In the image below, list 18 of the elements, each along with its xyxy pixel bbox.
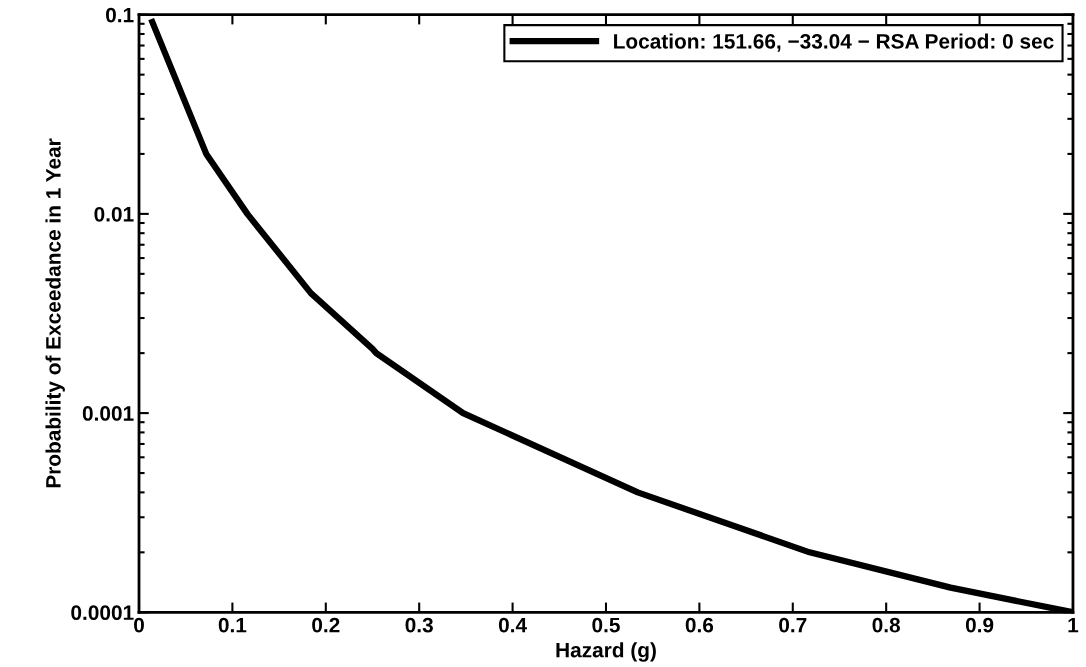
x-tick-label: 0.6 — [685, 617, 714, 633]
y-axis-title: Probability of Exceedance in 1 Year — [45, 138, 65, 488]
x-tick-label: 0.3 — [405, 617, 433, 633]
x-tick-label: 0.1 — [218, 617, 247, 633]
x-tick-label: 0.9 — [965, 617, 994, 633]
x-tick-label: 0 — [134, 617, 144, 633]
x-tick-label: 0.7 — [779, 617, 807, 633]
x-tick-label: 0.2 — [312, 617, 340, 633]
x-tick-label: 0.5 — [592, 617, 620, 633]
y-tick-label: 0.0001 — [71, 605, 134, 621]
x-tick-label: 0.4 — [498, 617, 527, 633]
x-tick-label: 1 — [1068, 617, 1079, 633]
x-axis-title: Hazard (g) — [556, 642, 656, 662]
y-tick-label: 0.001 — [82, 406, 134, 421]
y-tick-label: 0.1 — [106, 7, 134, 23]
y-tick-label: 0.01 — [94, 206, 134, 222]
legend-label: Location: 151.66, −33.04 − RSA Period: 0 sec — [614, 33, 1054, 52]
x-tick-label: 0.8 — [872, 617, 901, 633]
